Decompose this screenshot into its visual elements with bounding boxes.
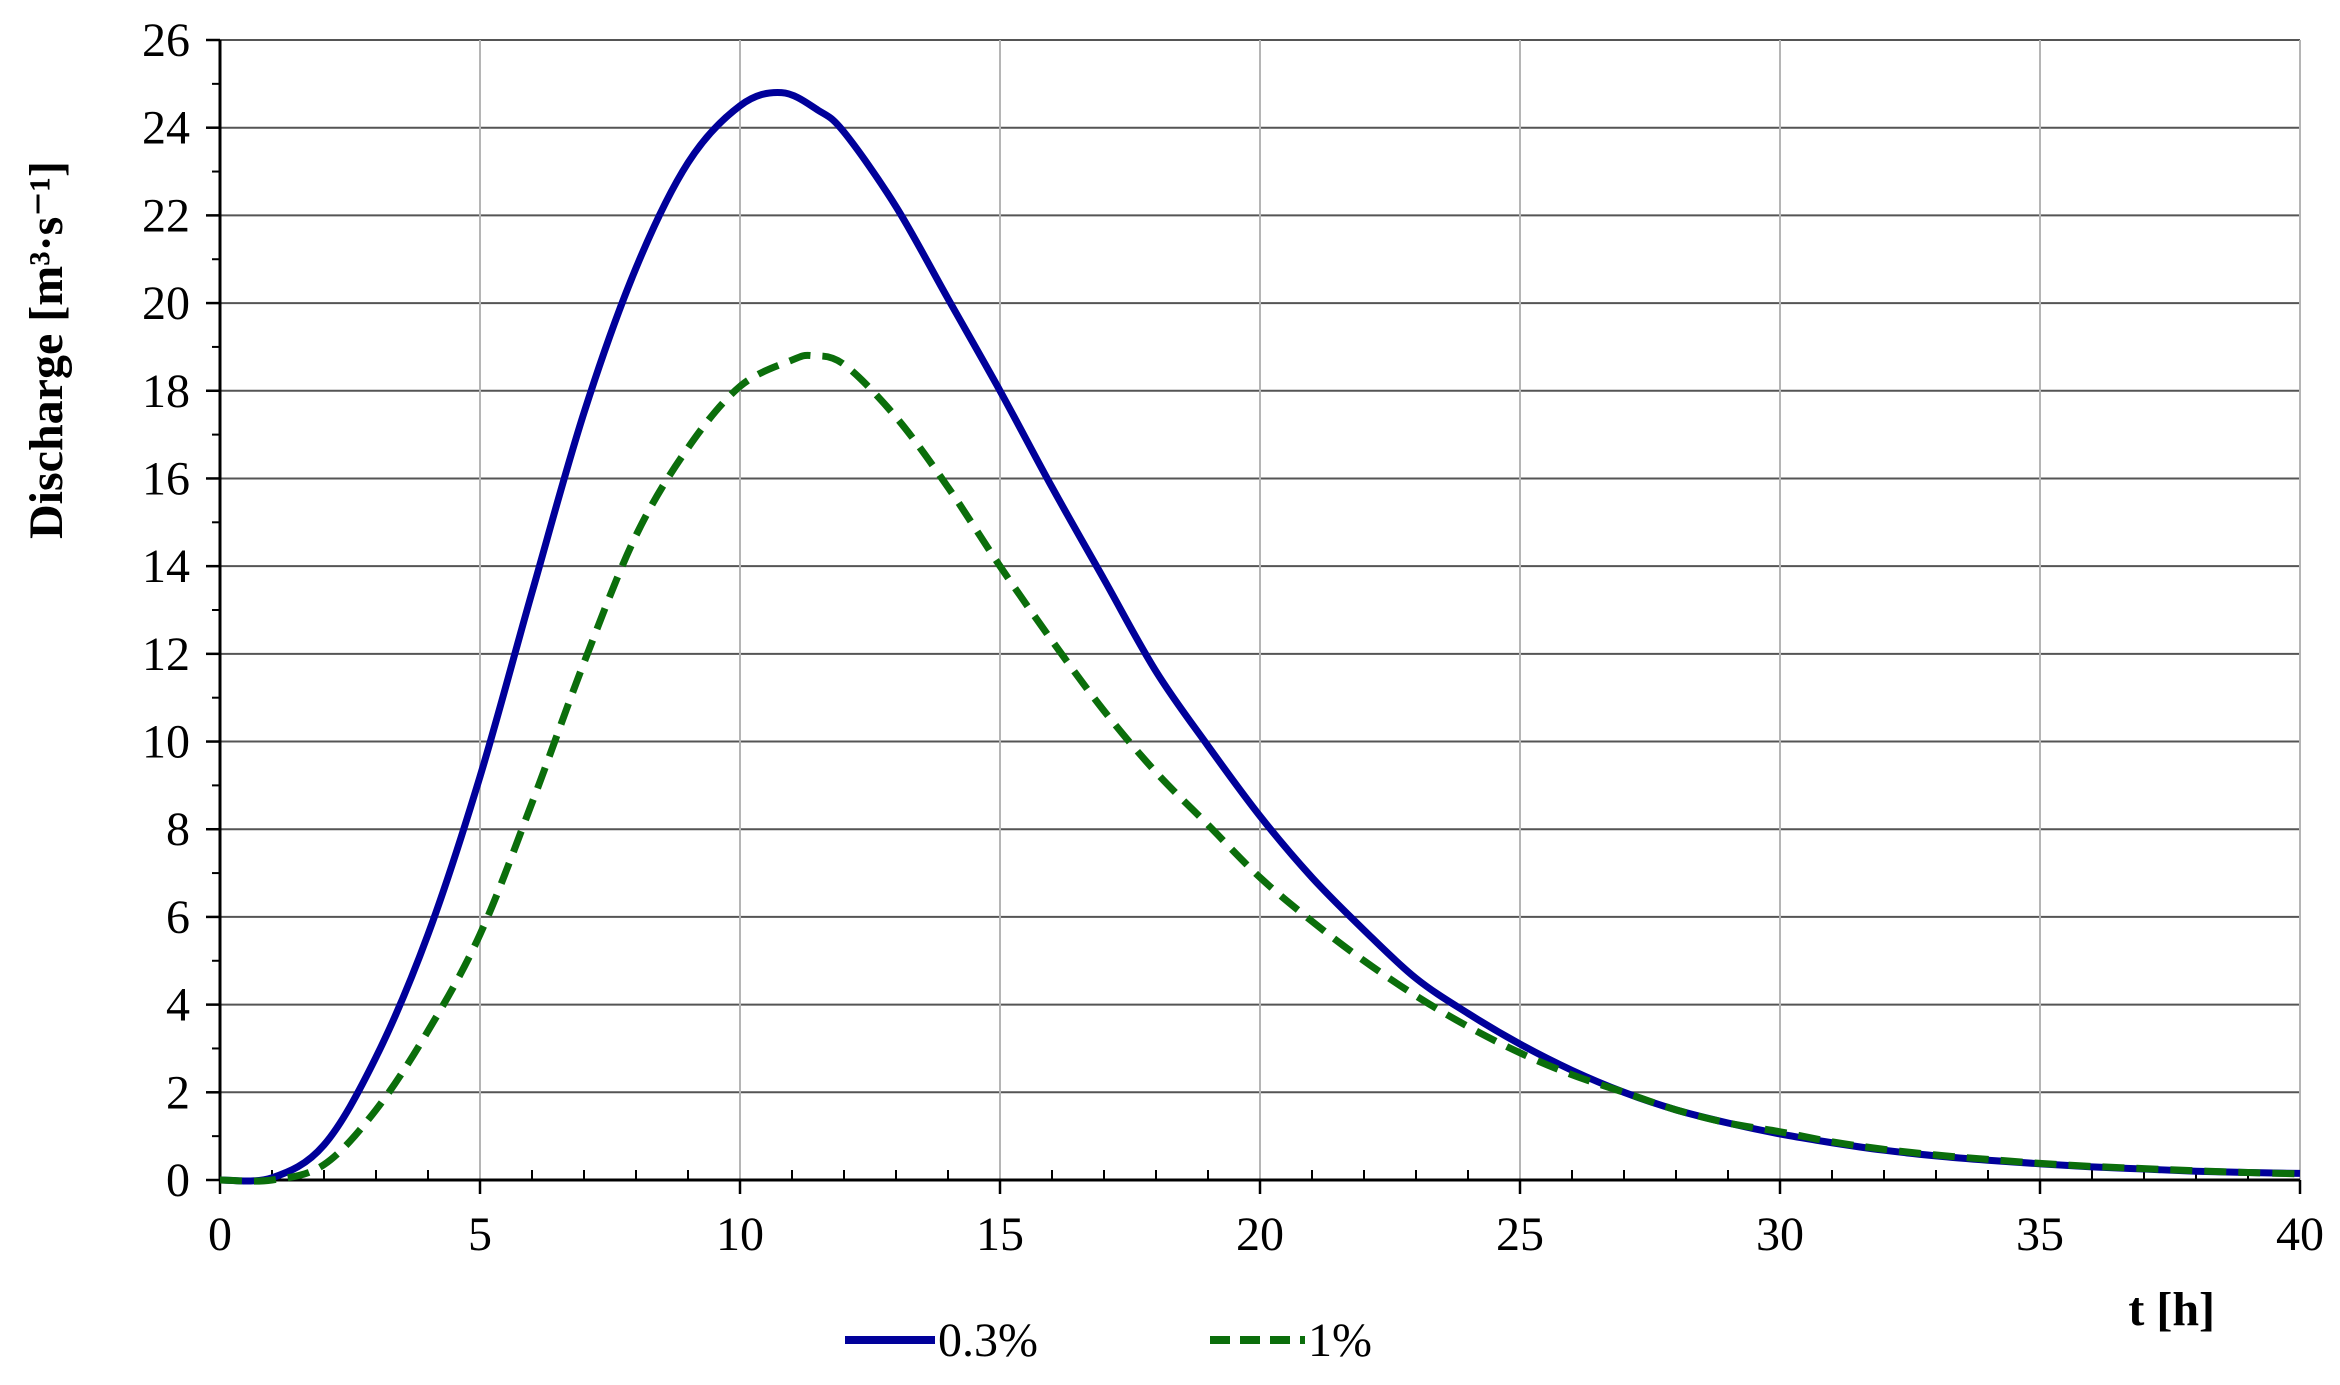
x-tick-label: 0: [208, 1208, 232, 1261]
y-tick-label: 20: [142, 277, 190, 330]
gridlines: [220, 39, 2301, 1180]
y-tick-label: 18: [142, 365, 190, 418]
x-tick-label: 20: [1236, 1208, 1284, 1261]
x-tick-label: 10: [716, 1208, 764, 1261]
y-tick-label: 16: [142, 452, 190, 505]
y-tick-label: 26: [142, 14, 190, 67]
y-tick-label: 4: [166, 979, 190, 1032]
legend-label-1: 1%: [1308, 1314, 1372, 1367]
y-tick-label: 14: [142, 540, 190, 593]
x-axis-title: t [h]: [2128, 1283, 2215, 1336]
y-tick-label: 0: [166, 1154, 190, 1207]
x-tick-label: 35: [2016, 1208, 2064, 1261]
x-tick-label: 25: [1496, 1208, 1544, 1261]
legend: 0.3% 1%: [845, 1314, 1372, 1367]
y-tick-label: 10: [142, 716, 190, 769]
y-axis-title: Discharge [m³·s⁻¹]: [20, 161, 73, 539]
y-tick-label: 6: [166, 891, 190, 944]
x-tick-label: 30: [1756, 1208, 1804, 1261]
y-tick-label: 2: [166, 1066, 190, 1119]
y-tick-label: 12: [142, 628, 190, 681]
series: [219, 88, 2301, 1185]
legend-label-0.3: 0.3%: [938, 1314, 1038, 1367]
y-tick-label: 8: [166, 803, 190, 856]
y-tick-label: 22: [142, 189, 190, 242]
y-tick-label: 24: [142, 102, 190, 155]
series-line-0.3%: [219, 88, 2301, 1185]
x-tick-label: 40: [2276, 1208, 2324, 1261]
x-tick-label: 15: [976, 1208, 1024, 1261]
series-line-1%: [219, 351, 2301, 1185]
x-tick-label: 5: [468, 1208, 492, 1261]
